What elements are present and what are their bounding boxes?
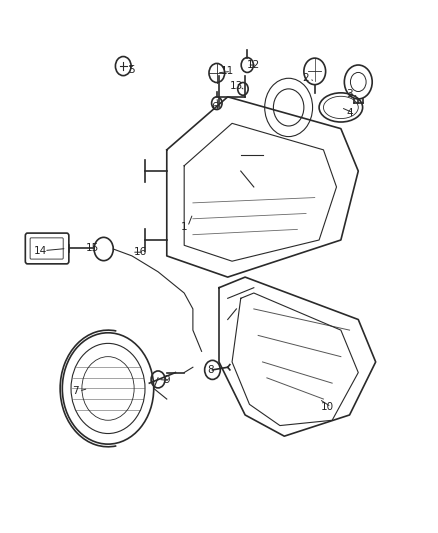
Text: 1: 1 (181, 222, 187, 232)
Text: 6: 6 (212, 102, 218, 112)
Text: 16: 16 (134, 247, 147, 257)
Text: 8: 8 (207, 365, 214, 375)
Text: 13: 13 (230, 81, 243, 91)
Text: 3: 3 (346, 89, 353, 99)
Text: 11: 11 (221, 67, 234, 76)
Text: 15: 15 (86, 243, 99, 253)
Text: 2: 2 (303, 73, 309, 83)
Text: 10: 10 (321, 402, 334, 412)
Text: 12: 12 (247, 60, 261, 70)
Text: 9: 9 (163, 375, 170, 385)
Text: 4: 4 (346, 108, 353, 118)
Text: 7: 7 (72, 386, 79, 396)
Text: 14: 14 (34, 246, 47, 256)
Text: 5: 5 (129, 66, 135, 75)
